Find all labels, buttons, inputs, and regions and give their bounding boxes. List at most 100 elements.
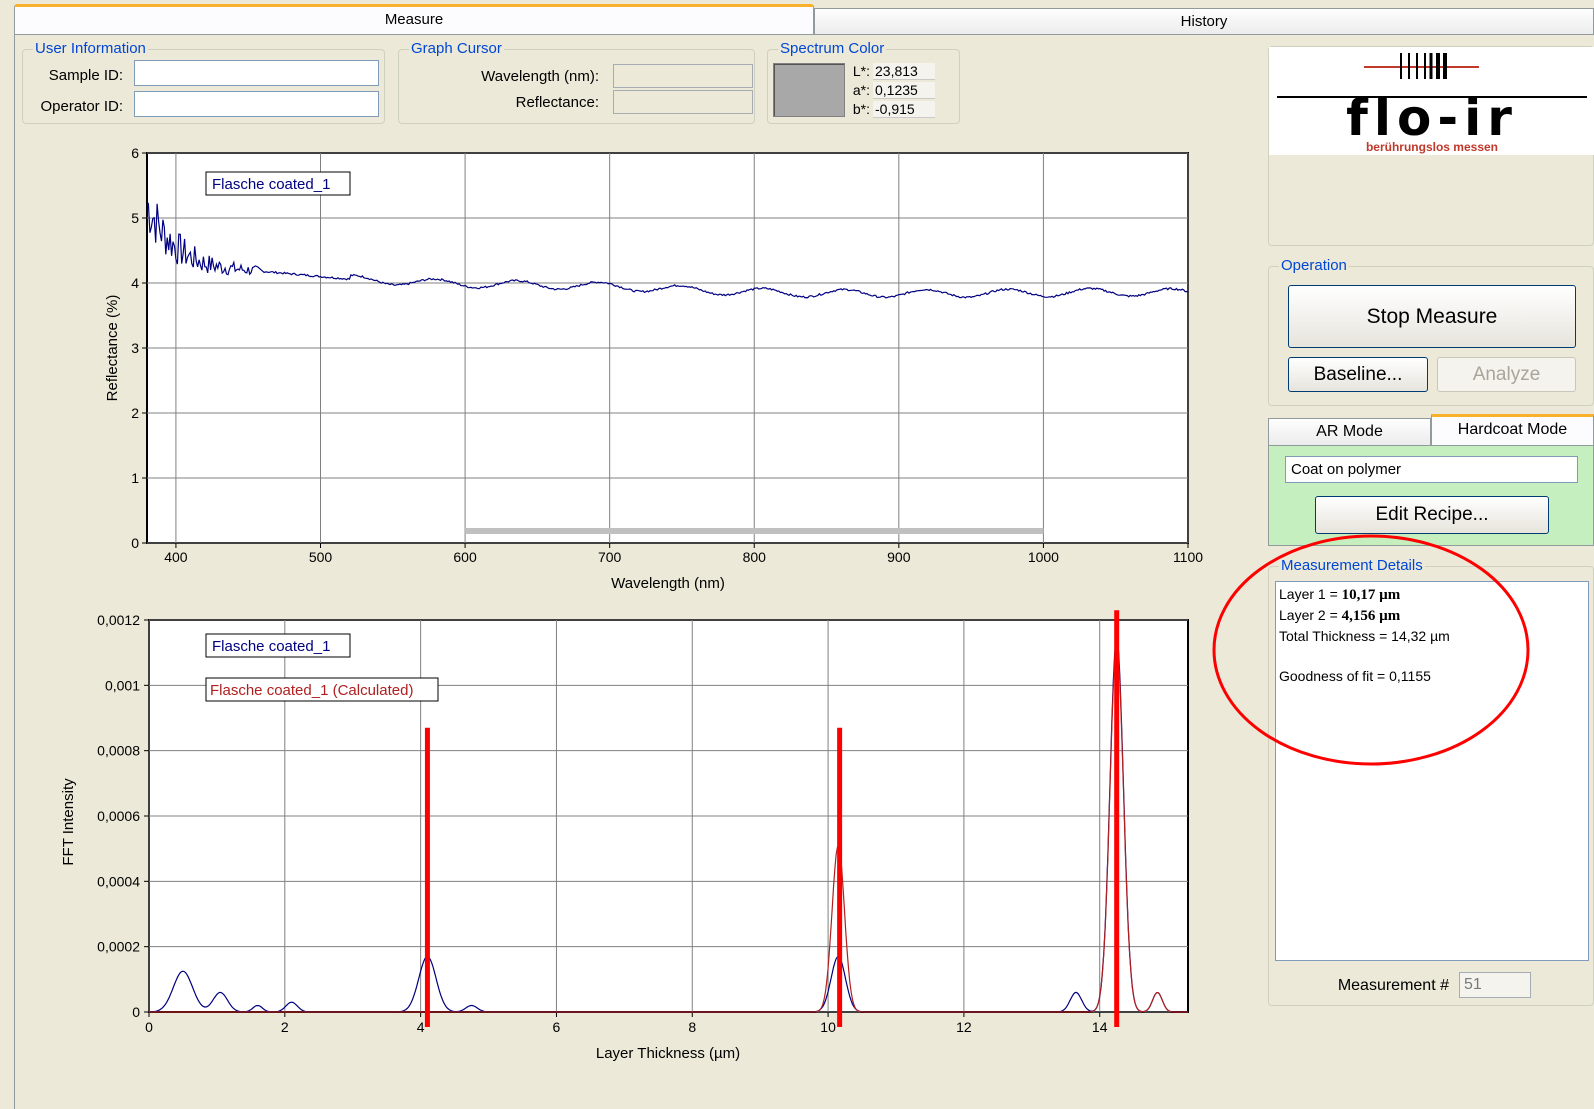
stop-measure-button[interactable]: Stop Measure [1288, 285, 1576, 348]
measurement-number-label: Measurement # [1337, 977, 1449, 994]
fft-chart[interactable]: 0 2 4 6 8 10 12 14 0 0,0002 0,0004 0,0006 0,0008 0,00… [60, 610, 1189, 1062]
fft-legend-box-measured [205, 633, 351, 658]
fft-x-tick-label: 10 [820, 1019, 836, 1035]
b-star-label: b*: [852, 101, 870, 117]
fft-x-tick-label: 8 [688, 1019, 696, 1035]
color-swatch [773, 63, 845, 117]
fft-legend-calculated: Flasche coated_1 (Calculated) [210, 682, 413, 699]
logo-tagline: berührungslos messen [1366, 140, 1498, 154]
reflectance-field [613, 90, 753, 114]
spectrum-color-title: Spectrum Color [778, 40, 887, 58]
fft-y-tick-label: 0,0002 [97, 939, 140, 955]
reflectance-x-tick-label: 500 [309, 549, 333, 565]
tab-history[interactable]: History [814, 8, 1594, 34]
reflectance-x-tick-label: 1100 [1173, 549, 1203, 565]
hardcoat-panel: Coat on polymer Edit Recipe... [1268, 445, 1594, 546]
operator-id-input[interactable] [134, 91, 379, 117]
b-star-value: -0,915 [873, 101, 935, 118]
wavelength-field [613, 64, 753, 88]
tab-hardcoat-mode[interactable]: Hardcoat Mode [1431, 414, 1594, 446]
measurement-details-group: Measurement Details Layer 1 = 10,17 µm L… [1268, 557, 1594, 1006]
sample-id-input[interactable] [134, 60, 379, 86]
graph-cursor-title: Graph Cursor [409, 40, 504, 58]
reflectance-y-tick-label: 3 [131, 340, 139, 356]
operator-id-label: Operator ID: [40, 98, 123, 115]
reflectance-series-line [146, 202, 1189, 299]
reflectance-legend-box [205, 171, 351, 196]
fft-x-tick-label: 2 [281, 1019, 289, 1035]
fft-y-tick-label: 0 [132, 1004, 140, 1020]
layer-1-label: Layer 1 = [1279, 586, 1342, 602]
reflectance-y-tick-label: 6 [131, 145, 139, 161]
l-star-value: 23,813 [873, 63, 935, 80]
analyze-button[interactable]: Analyze [1437, 357, 1576, 392]
fft-x-tick-label: 4 [417, 1019, 425, 1035]
fft-x-tick-label: 14 [1092, 1019, 1108, 1035]
user-information-group: User Information Sample ID: Operator ID: [22, 40, 385, 124]
reflectance-y-tick-label: 2 [131, 405, 139, 421]
reflectance-label: Reflectance: [515, 94, 599, 111]
flo-ir-logo: flo-ir berührungslos messen [1277, 53, 1587, 154]
reflectance-y-tick-label: 0 [131, 535, 139, 551]
reflectance-x-tick-label: 1000 [1028, 549, 1059, 565]
reflectance-x-tick-label: 800 [743, 549, 767, 565]
reflectance-x-tick-label: 700 [598, 549, 622, 565]
total-thickness: Total Thickness = 14,32 µm [1279, 628, 1450, 644]
sample-id-label: Sample ID: [48, 67, 123, 84]
reflectance-ticks: 400 500 600 700 800 900 1000 1100 0 1 2 3 4 5 6 [131, 145, 1203, 565]
a-star-value: 0,1235 [873, 82, 935, 99]
graph-cursor-group: Graph Cursor Wavelength (nm): Reflectanc… [398, 40, 755, 124]
fft-legend-measured: Flasche coated_1 [212, 638, 330, 655]
l-star-label: L*: [852, 63, 870, 79]
measurement-details-box: Layer 1 = 10,17 µm Layer 2 = 4,156 µm To… [1275, 581, 1589, 961]
fft-y-tick-label: 0,001 [105, 677, 140, 693]
goodness-of-fit: Goodness of fit = 0,1155 [1279, 668, 1431, 684]
recipe-name-field[interactable]: Coat on polymer [1285, 456, 1578, 483]
operation-group: Operation Stop Measure Baseline... Analy… [1268, 257, 1594, 406]
fft-y-tick-label: 0,0006 [97, 808, 140, 824]
layer-2-value: 4,156 µm [1341, 608, 1401, 624]
fft-legend-box-calculated [205, 677, 439, 702]
tab-ar-mode[interactable]: AR Mode [1268, 418, 1431, 445]
reflectance-y-tick-label: 4 [131, 275, 139, 291]
fft-y-tick-label: 0,0012 [97, 612, 140, 628]
reflectance-legend-label: Flasche coated_1 [212, 176, 330, 193]
reflectance-y-axis-label: Reflectance (%) [104, 295, 121, 402]
spectrum-color-group: Spectrum Color L*: 23,813 a*: 0,1235 b*:… [767, 40, 960, 124]
fft-y-axis-label: FFT Intensity [60, 778, 77, 866]
logo-panel: flo-ir berührungslos messen [1268, 46, 1594, 246]
reflectance-y-tick-label: 1 [131, 470, 139, 486]
fft-x-tick-label: 0 [145, 1019, 153, 1035]
layer-1-line: Layer 1 = 10,17 µm [1279, 584, 1585, 605]
layer-1-value: 10,17 µm [1341, 587, 1401, 603]
fft-x-tick-label: 6 [553, 1019, 561, 1035]
layer-2-line: Layer 2 = 4,156 µm [1279, 605, 1585, 626]
tab-measure[interactable]: Measure [14, 4, 814, 35]
layer-2-label: Layer 2 = [1279, 607, 1342, 623]
edit-recipe-button[interactable]: Edit Recipe... [1315, 496, 1549, 534]
reflectance-chart[interactable]: 400 500 600 700 800 900 1000 1100 0 1 2 3 4 5 6 Flasch… [104, 145, 1203, 592]
reflectance-x-tick-label: 400 [164, 549, 188, 565]
layer-markers [424, 610, 1120, 1027]
baseline-button[interactable]: Baseline... [1288, 357, 1428, 392]
user-information-title: User Information [33, 40, 148, 58]
reflectance-x-tick-label: 600 [453, 549, 477, 565]
reflectance-x-tick-label: 900 [887, 549, 911, 565]
logo-area: flo-ir berührungslos messen [1269, 47, 1594, 155]
fft-ticks: 0 2 4 6 8 10 12 14 0 0,0002 0,0004 0,0006 0,0008 0,00… [97, 612, 1108, 1035]
fft-x-axis-label: Layer Thickness (µm) [596, 1045, 740, 1062]
reflectance-y-tick-label: 5 [131, 210, 139, 226]
reflectance-grid [147, 152, 1189, 544]
reflectance-x-axis-label: Wavelength (nm) [611, 575, 725, 592]
measurement-details-title: Measurement Details [1279, 557, 1425, 575]
wavelength-label: Wavelength (nm): [481, 68, 599, 85]
fft-calculated-line [149, 644, 1188, 1013]
measurement-number-field: 51 [1459, 972, 1531, 998]
a-star-label: a*: [852, 82, 870, 98]
fft-y-tick-label: 0,0008 [97, 743, 140, 759]
fft-x-tick-label: 12 [956, 1019, 972, 1035]
logo-text: flo-ir [1346, 89, 1518, 147]
annotation-circle [1212, 534, 1530, 766]
fft-y-tick-label: 0,0004 [97, 873, 140, 889]
